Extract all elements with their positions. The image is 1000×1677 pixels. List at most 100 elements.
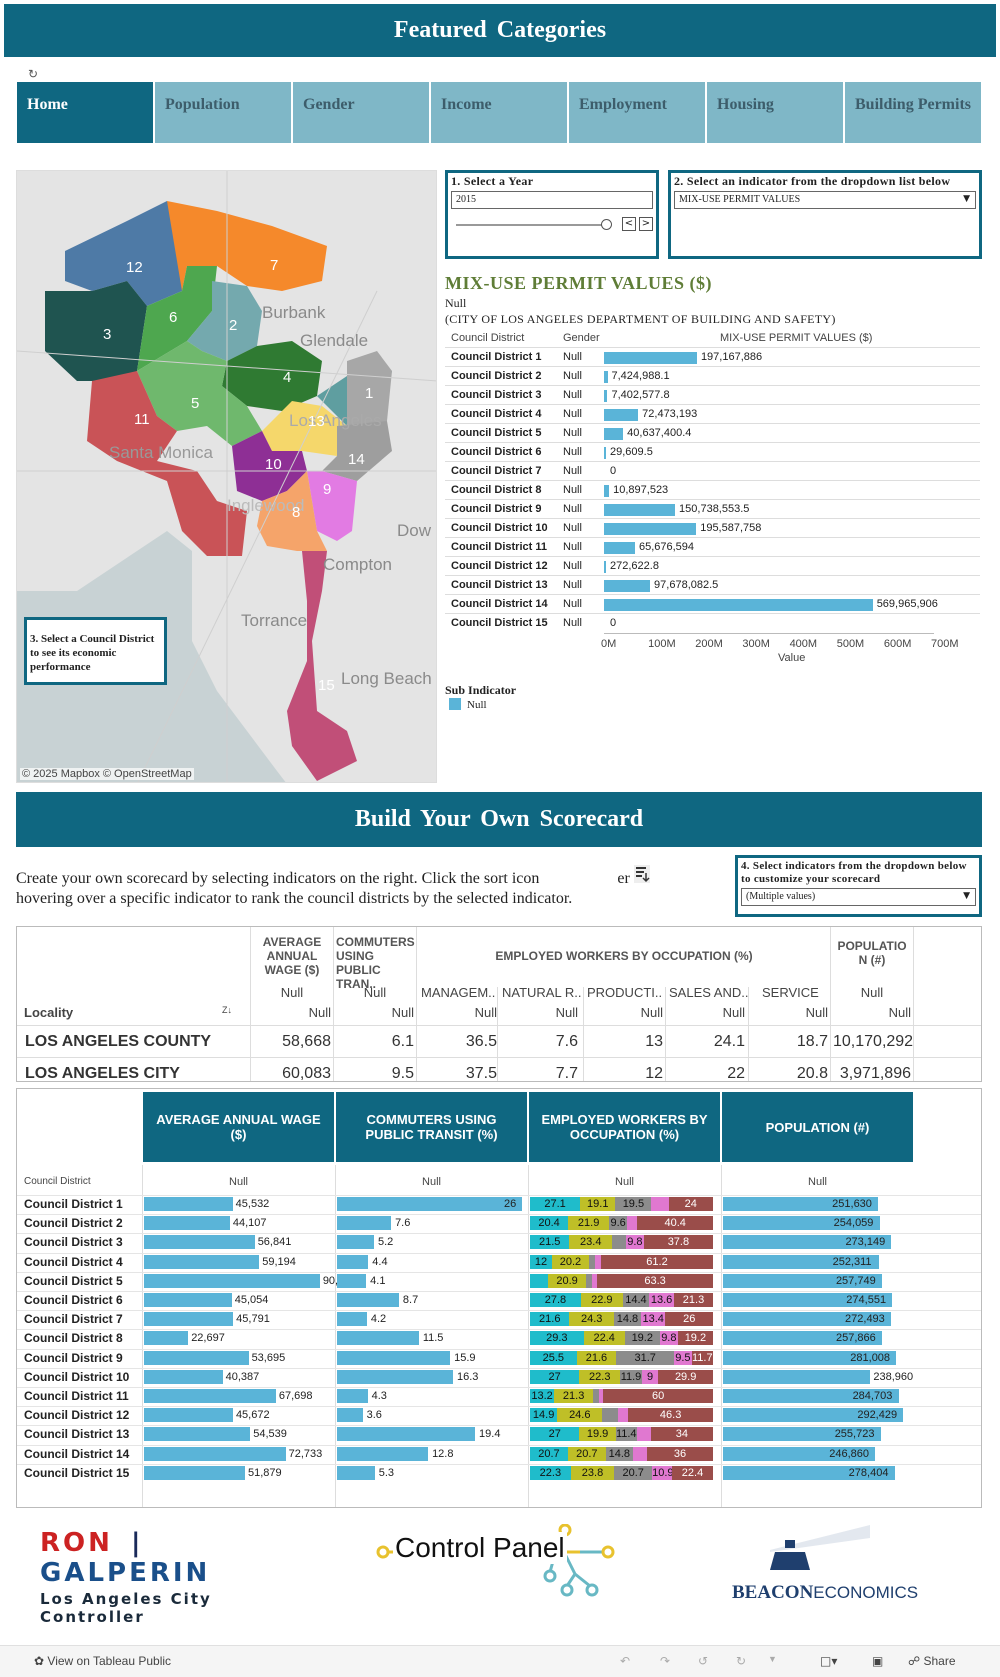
tab-employment[interactable]: Employment: [569, 82, 705, 143]
transit-bar[interactable]: [337, 1312, 367, 1327]
header-population[interactable]: POPULATIO N (#): [837, 939, 907, 967]
occupation-segment[interactable]: 29.3: [530, 1331, 584, 1346]
mix-use-row[interactable]: Council District 6 Null 29,609.5: [445, 442, 980, 461]
undo-icon[interactable]: ↶: [620, 1654, 631, 1668]
header-occupation[interactable]: EMPLOYED WORKERS BY OCCUPATION (%): [495, 949, 753, 963]
district-label-8[interactable]: 8: [292, 504, 301, 521]
year-next-button[interactable]: >: [639, 217, 653, 231]
mix-use-row[interactable]: Council District 3 Null 7,402,577.8: [445, 385, 980, 404]
district-row-label[interactable]: Council District 13: [24, 1427, 130, 1442]
occupation-segment[interactable]: 22.4: [583, 1331, 625, 1346]
mix-use-row[interactable]: Council District 14 Null 569,965,906: [445, 594, 980, 613]
occupation-segment[interactable]: [593, 1389, 600, 1403]
transit-bar[interactable]: [337, 1293, 399, 1307]
population-bar[interactable]: [723, 1465, 895, 1480]
occupation-segment[interactable]: 34: [650, 1427, 713, 1442]
occupation-segment[interactable]: 25.5: [530, 1350, 577, 1365]
wage-bar[interactable]: [144, 1235, 255, 1250]
population-bar[interactable]: [723, 1216, 880, 1231]
year-input[interactable]: 2015: [451, 191, 653, 209]
occupation-segment[interactable]: [591, 1273, 598, 1288]
dropdown-arrow-icon[interactable]: ▼: [963, 194, 970, 204]
occupation-segment[interactable]: 9.6: [609, 1216, 628, 1231]
beacon-economics-logo[interactable]: BEACONECONOMICS: [730, 1520, 918, 1610]
occupation-segment[interactable]: 20.4: [530, 1216, 569, 1231]
district-row-label[interactable]: Council District 7: [24, 1312, 123, 1327]
occupation-segment[interactable]: 24: [668, 1197, 713, 1211]
transit-bar[interactable]: [337, 1446, 429, 1461]
district-scorecard-table[interactable]: AVERAGE ANNUAL WAGE ($) COMMUTERS USING …: [16, 1088, 982, 1508]
occupation-segment[interactable]: [599, 1389, 604, 1403]
legend-item[interactable]: Null: [449, 698, 487, 711]
sort-icon[interactable]: [634, 865, 650, 883]
district-label-9[interactable]: 9: [323, 481, 332, 498]
district-row-label[interactable]: Council District 8: [24, 1331, 123, 1346]
occupation-segment[interactable]: 12: [530, 1254, 552, 1269]
wage-bar[interactable]: [144, 1312, 234, 1327]
district-label-7[interactable]: 7: [270, 257, 279, 274]
occupation-segment[interactable]: [612, 1235, 626, 1250]
occupation-segment[interactable]: 19.2: [677, 1331, 713, 1346]
occupation-segment[interactable]: 60: [603, 1389, 713, 1403]
occupation-segment[interactable]: [586, 1273, 592, 1288]
fullscreen-icon[interactable]: ▣: [872, 1654, 884, 1668]
district-row-label[interactable]: Council District 15: [24, 1465, 130, 1480]
population-bar[interactable]: [723, 1235, 892, 1250]
year-prev-button[interactable]: <: [622, 217, 636, 231]
wage-bar[interactable]: [144, 1293, 232, 1307]
occupation-segment[interactable]: 14.4: [622, 1293, 650, 1307]
header-avg-wage[interactable]: AVERAGE ANNUAL WAGE ($): [143, 1092, 334, 1162]
occupation-segment[interactable]: 29.9: [658, 1369, 713, 1384]
dropdown-arrow-icon[interactable]: ▼: [963, 891, 970, 901]
mix-use-bar[interactable]: [604, 447, 606, 459]
refresh-icon[interactable]: ↻: [736, 1654, 747, 1668]
occupation-segment[interactable]: 9.8: [625, 1235, 644, 1250]
occupation-segment[interactable]: 21.3: [554, 1389, 594, 1403]
sub-header-production[interactable]: PRODUCTI..: [587, 985, 663, 1000]
occupation-segment[interactable]: 19.9: [579, 1427, 616, 1442]
mix-use-bar[interactable]: [604, 428, 624, 440]
district-label-6[interactable]: 6: [169, 309, 178, 326]
mix-use-bar[interactable]: [604, 580, 651, 592]
sort-az-icon[interactable]: Z↓: [222, 1005, 232, 1015]
year-slider-handle[interactable]: [601, 219, 612, 230]
district-row-label[interactable]: Council District 9: [24, 1350, 123, 1365]
district-row-label[interactable]: Council District 11: [24, 1389, 129, 1403]
occupation-segment[interactable]: 20.7: [614, 1465, 653, 1480]
wage-bar[interactable]: [144, 1369, 223, 1384]
occupation-segment[interactable]: 40.4: [637, 1216, 713, 1231]
district-label-14[interactable]: 14: [348, 451, 365, 468]
occupation-segment[interactable]: 19.1: [580, 1197, 616, 1211]
indicator-dropdown[interactable]: MIX-USE PERMIT VALUES ▼: [674, 191, 976, 209]
mix-use-bar[interactable]: [604, 561, 606, 573]
wage-bar[interactable]: [144, 1350, 249, 1365]
occupation-segment[interactable]: 13.4: [640, 1312, 666, 1327]
occupation-segment[interactable]: 22.3: [530, 1465, 571, 1480]
occupation-segment[interactable]: 22.3: [579, 1369, 621, 1384]
population-bar[interactable]: [723, 1408, 904, 1423]
occupation-segment[interactable]: 14.9: [530, 1408, 558, 1423]
occupation-segment[interactable]: 27: [530, 1369, 580, 1384]
occupation-segment[interactable]: 10.9: [652, 1465, 673, 1480]
view-on-tableau-link[interactable]: ✿ View on Tableau Public: [34, 1654, 171, 1668]
district-row-label[interactable]: Council District 5: [24, 1273, 123, 1288]
district-row-label[interactable]: Council District 12: [24, 1408, 130, 1423]
occupation-segment[interactable]: 11.9: [620, 1369, 642, 1384]
transit-bar[interactable]: [337, 1331, 419, 1346]
header-transit[interactable]: COMMUTERS USING PUBLIC TRAN..: [336, 935, 415, 991]
occupation-segment[interactable]: 21.5: [530, 1235, 570, 1250]
occupation-segment[interactable]: 63.3: [597, 1273, 713, 1288]
mix-use-row[interactable]: Council District 1 Null 197,167,886: [445, 347, 980, 366]
occupation-segment[interactable]: 9.8: [659, 1331, 678, 1346]
district-label-2[interactable]: 2: [229, 317, 238, 334]
mix-use-row[interactable]: Council District 15 Null 0: [445, 613, 980, 632]
occupation-segment[interactable]: 19.2: [624, 1331, 660, 1346]
locality-table[interactable]: AVERAGE ANNUAL WAGE ($) COMMUTERS USING …: [16, 926, 982, 1082]
occupation-segment[interactable]: [595, 1254, 601, 1269]
year-slider[interactable]: < >: [456, 217, 653, 233]
population-bar[interactable]: [723, 1350, 897, 1365]
district-label-15[interactable]: 15: [318, 677, 335, 694]
mix-use-bar[interactable]: [604, 504, 676, 516]
occupation-segment[interactable]: 20.7: [567, 1446, 606, 1461]
tab-home[interactable]: Home: [17, 82, 153, 143]
